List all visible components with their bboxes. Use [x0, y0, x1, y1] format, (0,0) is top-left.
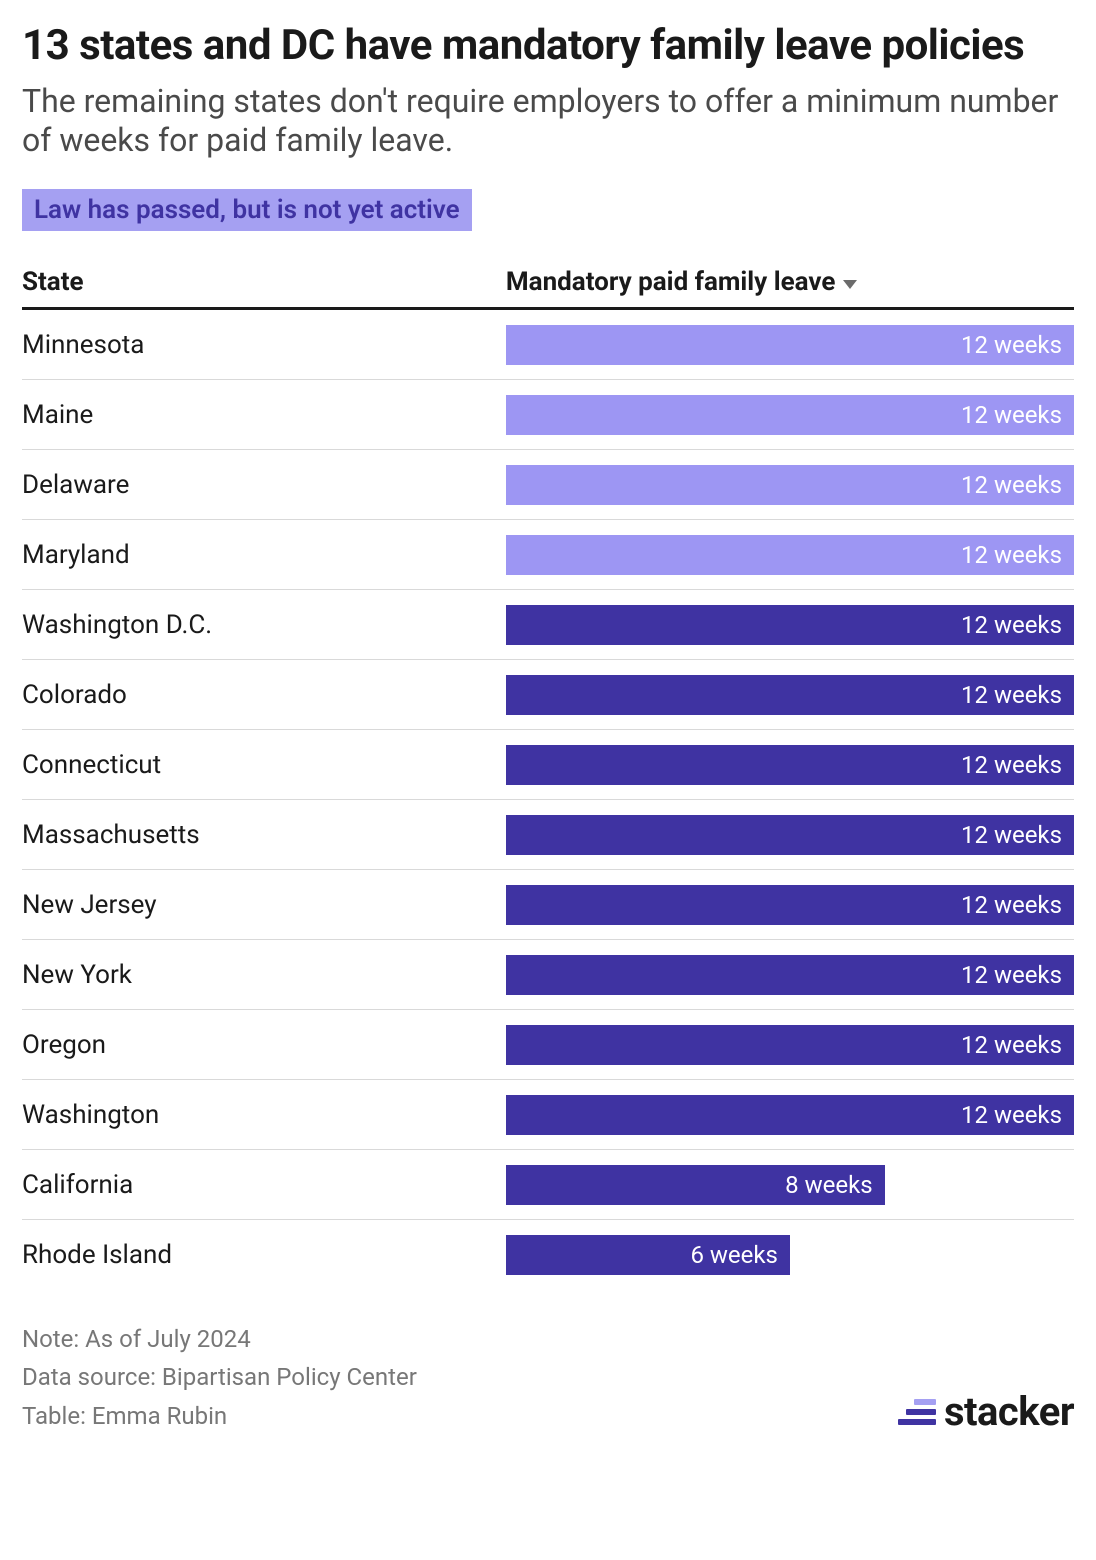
leave-bar: 12 weeks	[506, 465, 1074, 505]
bar-cell: 12 weeks	[506, 955, 1074, 995]
leave-table: State Mandatory paid family leave Minnes…	[22, 267, 1074, 1290]
table-row: Delaware12 weeks	[22, 450, 1074, 520]
bar-cell: 8 weeks	[506, 1165, 1074, 1205]
stacker-icon	[898, 1399, 936, 1425]
col-header-leave-label: Mandatory paid family leave	[506, 267, 836, 297]
page-title: 13 states and DC have mandatory family l…	[22, 22, 1074, 70]
bar-cell: 12 weeks	[506, 745, 1074, 785]
bar-cell: 12 weeks	[506, 535, 1074, 575]
bar-cell: 12 weeks	[506, 605, 1074, 645]
infographic-container: 13 states and DC have mandatory family l…	[0, 0, 1096, 1560]
leave-bar: 12 weeks	[506, 325, 1074, 365]
bar-cell: 12 weeks	[506, 885, 1074, 925]
bar-cell: 12 weeks	[506, 395, 1074, 435]
table-row: Rhode Island6 weeks	[22, 1220, 1074, 1290]
table-header: State Mandatory paid family leave	[22, 267, 1074, 310]
state-cell: Oregon	[22, 1030, 506, 1060]
table-row: California8 weeks	[22, 1150, 1074, 1220]
bar-cell: 12 weeks	[506, 465, 1074, 505]
state-cell: Washington	[22, 1100, 506, 1130]
leave-bar: 12 weeks	[506, 535, 1074, 575]
footer-notes: Note: As of July 2024 Data source: Bipar…	[22, 1320, 417, 1435]
table-row: Minnesota12 weeks	[22, 310, 1074, 380]
leave-bar: 8 weeks	[506, 1165, 885, 1205]
brand-name: stacker	[944, 1388, 1074, 1435]
state-cell: Delaware	[22, 470, 506, 500]
state-cell: Maryland	[22, 540, 506, 570]
state-cell: California	[22, 1170, 506, 1200]
state-cell: Connecticut	[22, 750, 506, 780]
state-cell: New Jersey	[22, 890, 506, 920]
state-cell: Massachusetts	[22, 820, 506, 850]
brand-logo: stacker	[898, 1388, 1074, 1435]
bar-cell: 12 weeks	[506, 1095, 1074, 1135]
state-cell: Washington D.C.	[22, 610, 506, 640]
table-row: Washington12 weeks	[22, 1080, 1074, 1150]
footer-credit: Table: Emma Rubin	[22, 1397, 417, 1435]
leave-bar: 12 weeks	[506, 1025, 1074, 1065]
bar-cell: 6 weeks	[506, 1235, 1074, 1275]
table-row: Washington D.C.12 weeks	[22, 590, 1074, 660]
leave-bar: 12 weeks	[506, 675, 1074, 715]
leave-bar: 12 weeks	[506, 885, 1074, 925]
bar-cell: 12 weeks	[506, 1025, 1074, 1065]
table-row: Maryland12 weeks	[22, 520, 1074, 590]
footer-source: Data source: Bipartisan Policy Center	[22, 1358, 417, 1396]
table-row: Maine12 weeks	[22, 380, 1074, 450]
table-row: New Jersey12 weeks	[22, 870, 1074, 940]
legend-pending: Law has passed, but is not yet active	[22, 189, 472, 231]
table-row: Massachusetts12 weeks	[22, 800, 1074, 870]
leave-bar: 12 weeks	[506, 745, 1074, 785]
state-cell: Maine	[22, 400, 506, 430]
table-row: Connecticut12 weeks	[22, 730, 1074, 800]
bar-cell: 12 weeks	[506, 815, 1074, 855]
table-row: Oregon12 weeks	[22, 1010, 1074, 1080]
state-cell: Colorado	[22, 680, 506, 710]
table-row: New York12 weeks	[22, 940, 1074, 1010]
footer-note: Note: As of July 2024	[22, 1320, 417, 1358]
state-cell: Minnesota	[22, 330, 506, 360]
leave-bar: 12 weeks	[506, 1095, 1074, 1135]
page-subtitle: The remaining states don't require emplo…	[22, 82, 1074, 159]
state-cell: New York	[22, 960, 506, 990]
leave-bar: 12 weeks	[506, 395, 1074, 435]
leave-bar: 12 weeks	[506, 605, 1074, 645]
sort-desc-icon	[843, 280, 857, 289]
footer: Note: As of July 2024 Data source: Bipar…	[22, 1320, 1074, 1435]
leave-bar: 6 weeks	[506, 1235, 790, 1275]
col-header-leave[interactable]: Mandatory paid family leave	[506, 267, 1074, 297]
state-cell: Rhode Island	[22, 1240, 506, 1270]
leave-bar: 12 weeks	[506, 815, 1074, 855]
bar-cell: 12 weeks	[506, 325, 1074, 365]
bar-cell: 12 weeks	[506, 675, 1074, 715]
table-body: Minnesota12 weeksMaine12 weeksDelaware12…	[22, 310, 1074, 1290]
table-row: Colorado12 weeks	[22, 660, 1074, 730]
leave-bar: 12 weeks	[506, 955, 1074, 995]
col-header-state[interactable]: State	[22, 267, 506, 297]
